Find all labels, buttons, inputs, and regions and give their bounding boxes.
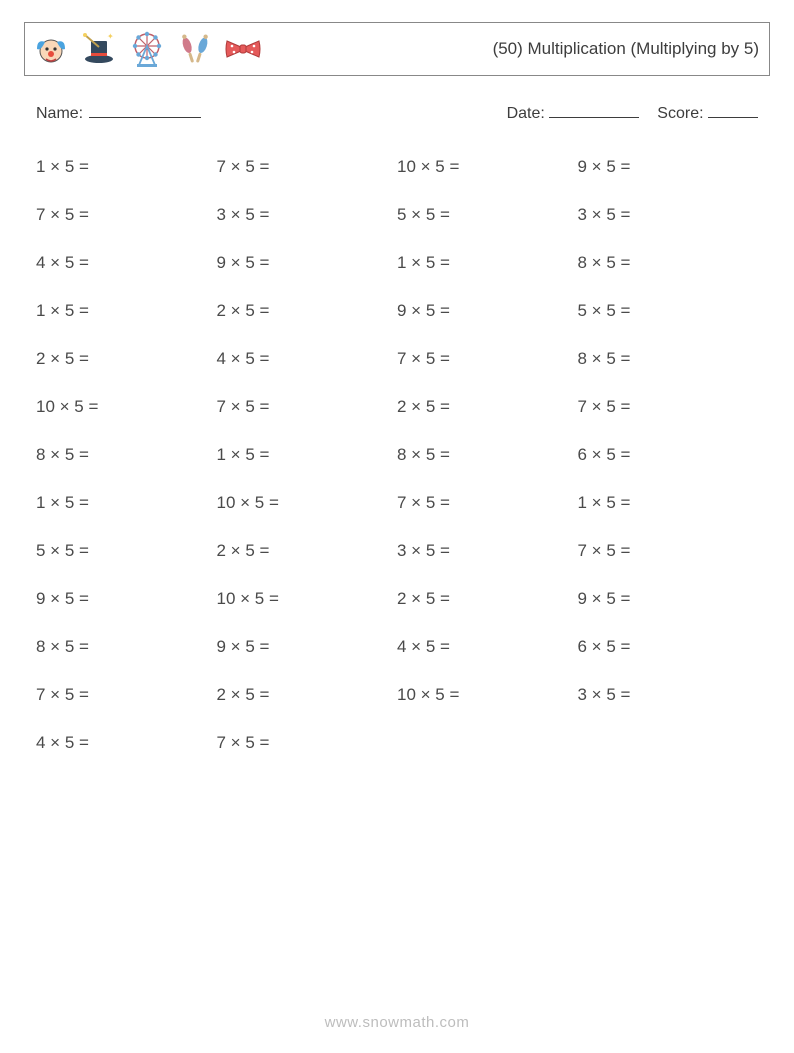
bowtie-icon (223, 29, 263, 69)
problem-cell: 7 × 5 = (397, 349, 578, 369)
problem-cell: 10 × 5 = (217, 589, 398, 609)
problem-cell: 2 × 5 = (397, 397, 578, 417)
problem-cell: 5 × 5 = (36, 541, 217, 561)
problem-cell: 1 × 5 = (397, 253, 578, 273)
problem-cell: 7 × 5 = (217, 157, 398, 177)
clown-icon (31, 29, 71, 69)
problem-cell: 7 × 5 = (217, 397, 398, 417)
score-blank[interactable] (708, 102, 758, 118)
problem-cell: 7 × 5 = (397, 493, 578, 513)
problem-cell: 10 × 5 = (36, 397, 217, 417)
footer-url: www.snowmath.com (0, 1014, 794, 1031)
problem-cell: 2 × 5 = (217, 685, 398, 705)
name-blank[interactable] (89, 102, 201, 118)
info-row: Name: Date: Score: (36, 102, 758, 123)
svg-text:✦: ✦ (107, 32, 114, 41)
problem-cell: 9 × 5 = (397, 301, 578, 321)
date-blank[interactable] (549, 102, 639, 118)
problem-cell: 8 × 5 = (36, 445, 217, 465)
problem-cell: 9 × 5 = (217, 253, 398, 273)
problem-cell: 4 × 5 = (397, 637, 578, 657)
header-box: ✦ (24, 22, 770, 76)
problem-cell: 7 × 5 = (578, 541, 759, 561)
problem-cell: 8 × 5 = (578, 253, 759, 273)
problem-cell: 9 × 5 = (217, 637, 398, 657)
score-label: Score: (657, 105, 703, 122)
problem-cell: 7 × 5 = (36, 685, 217, 705)
problem-cell: 2 × 5 = (397, 589, 578, 609)
problem-cell: 2 × 5 = (217, 541, 398, 561)
problem-cell: 7 × 5 = (578, 397, 759, 417)
problem-cell: 5 × 5 = (397, 205, 578, 225)
problem-cell: 1 × 5 = (36, 301, 217, 321)
problem-cell: 1 × 5 = (36, 157, 217, 177)
problem-cell: 1 × 5 = (578, 493, 759, 513)
problem-cell: 2 × 5 = (217, 301, 398, 321)
problem-cell: 3 × 5 = (578, 205, 759, 225)
header-icons: ✦ (31, 29, 263, 69)
problem-cell: 1 × 5 = (217, 445, 398, 465)
problem-cell: 10 × 5 = (217, 493, 398, 513)
problem-cell: 5 × 5 = (578, 301, 759, 321)
problem-cell: 3 × 5 = (217, 205, 398, 225)
problem-cell: 8 × 5 = (578, 349, 759, 369)
problem-cell: 4 × 5 = (217, 349, 398, 369)
problem-cell: 7 × 5 = (217, 733, 398, 753)
problem-cell: 9 × 5 = (36, 589, 217, 609)
problem-cell: 10 × 5 = (397, 685, 578, 705)
problem-cell: 8 × 5 = (397, 445, 578, 465)
problem-cell: 8 × 5 = (36, 637, 217, 657)
problem-cell: 7 × 5 = (36, 205, 217, 225)
date-label: Date: (507, 105, 545, 122)
problem-cell: 3 × 5 = (578, 685, 759, 705)
problem-cell: 6 × 5 = (578, 445, 759, 465)
problems-grid: 1 × 5 =7 × 5 =10 × 5 =9 × 5 =7 × 5 =3 × … (36, 157, 758, 753)
problem-cell: 3 × 5 = (397, 541, 578, 561)
name-label: Name: (36, 105, 83, 123)
problem-cell: 1 × 5 = (36, 493, 217, 513)
problem-cell: 4 × 5 = (36, 733, 217, 753)
magic-hat-icon: ✦ (79, 29, 119, 69)
problem-cell: 4 × 5 = (36, 253, 217, 273)
ferris-wheel-icon (127, 29, 167, 69)
worksheet-title: (50) Multiplication (Multiplying by 5) (493, 39, 759, 59)
problem-cell: 10 × 5 = (397, 157, 578, 177)
problem-cell: 9 × 5 = (578, 589, 759, 609)
juggling-pins-icon (175, 29, 215, 69)
problem-cell: 6 × 5 = (578, 637, 759, 657)
problem-cell: 9 × 5 = (578, 157, 759, 177)
problem-cell: 2 × 5 = (36, 349, 217, 369)
